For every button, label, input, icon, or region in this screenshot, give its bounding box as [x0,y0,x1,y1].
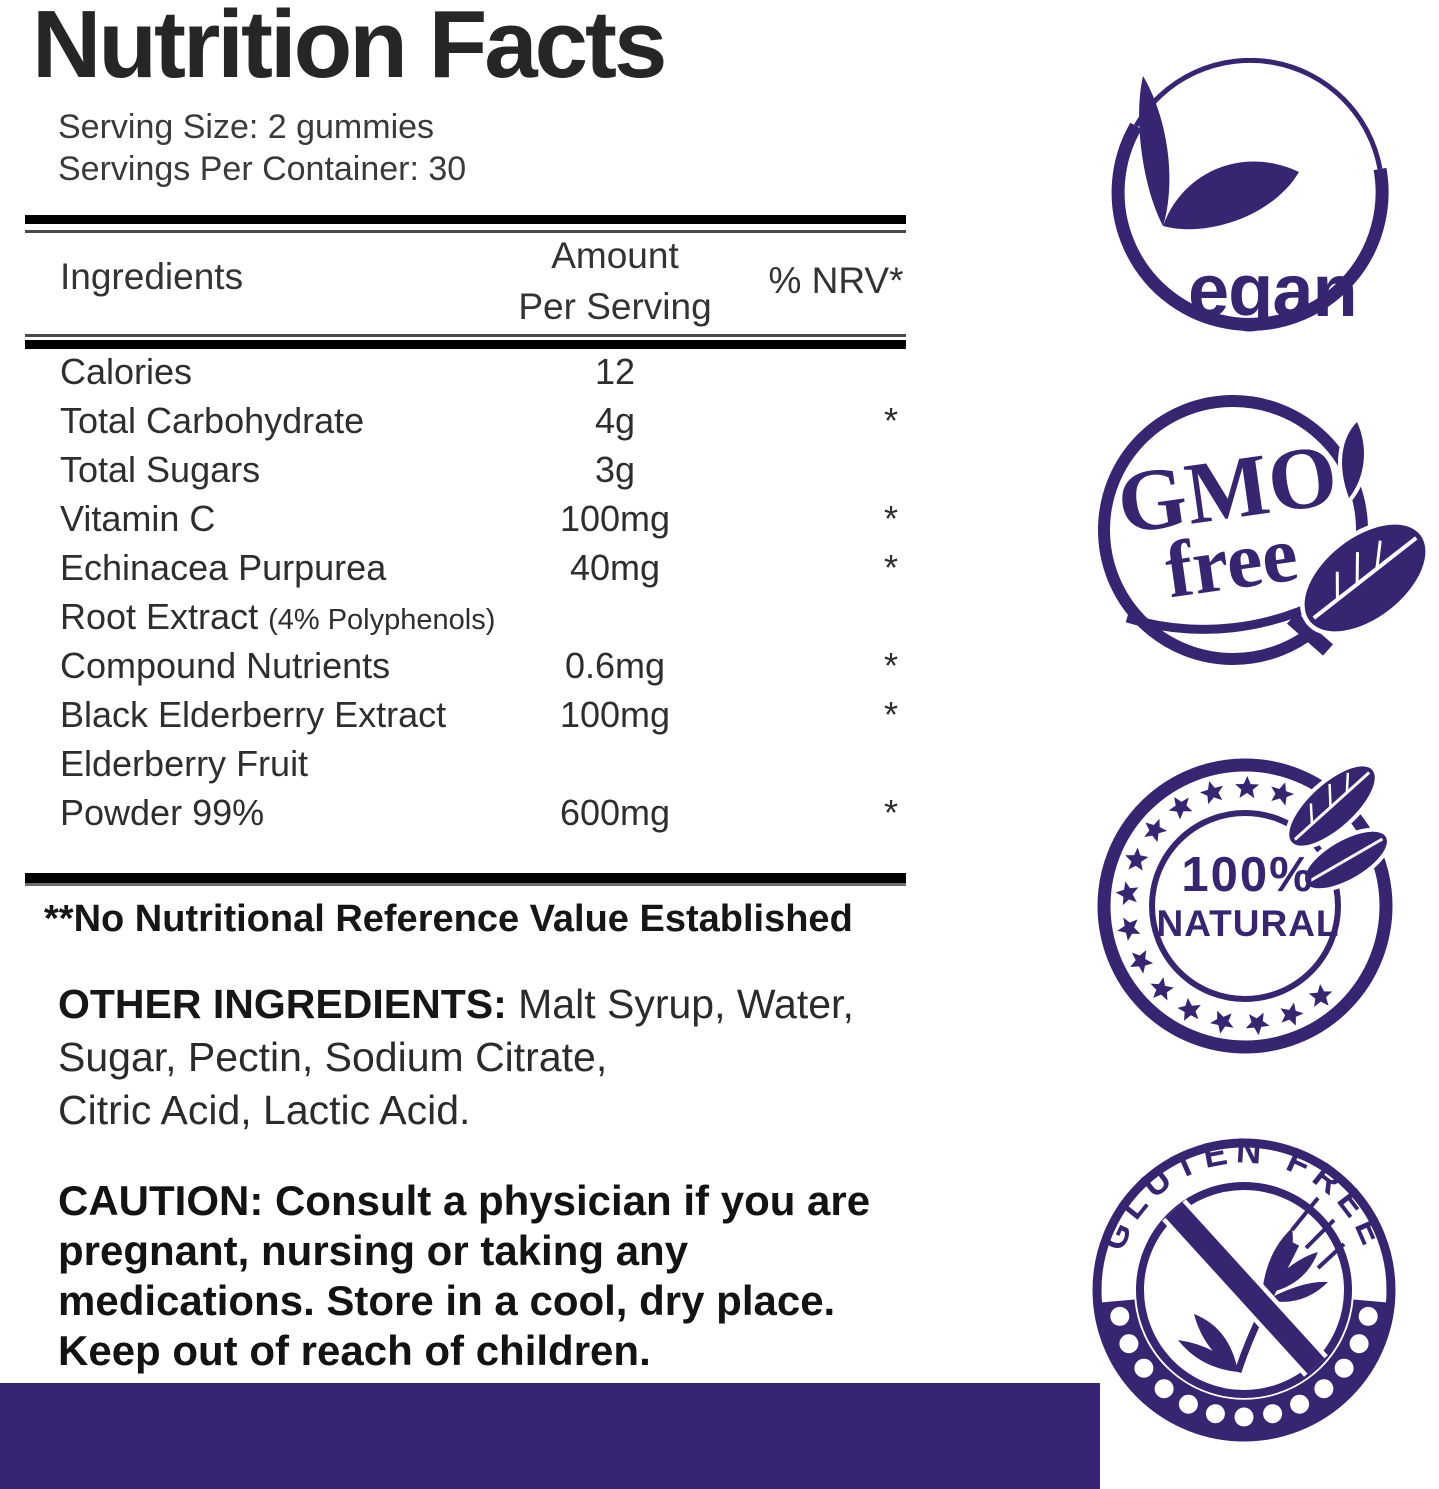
vegan-circle-thick [1111,122,1389,331]
divider-top-thick [25,215,906,224]
table-row: Echinacea Purpurea 40mg * [60,547,898,588]
table-row: Black Elderberry Extract 100mg * [60,694,898,735]
caution-text: CAUTION: Consult a physician if you are … [58,1177,871,1374]
table-row: Calories 12 [60,351,636,392]
gluten-free-label: GLUTEN FREE [1093,1131,1395,1256]
vegan-badge: egan [1111,58,1389,332]
col-header-nrv: % NRV* [768,260,904,301]
serving-size: Serving Size: 2 gummies [58,108,435,146]
other-ingredients-label: OTHER INGREDIENTS: [58,981,507,1027]
natural-label-line1: 100% [1181,848,1314,902]
no-slash-icon [1165,1202,1325,1374]
col-header-amount: Amount Per Serving [518,235,712,327]
table-row: Elderberry Fruit [60,743,309,784]
divider-header-thick [25,340,906,349]
divider-bottom [25,873,906,886]
purple-bottom-bar [0,1383,1100,1489]
leaf-icon [1139,76,1170,226]
table-header: Ingredients Amount Per Serving % NRV* [25,235,906,336]
divider-top-thin [25,230,906,233]
band-dots [1110,1306,1378,1427]
nrv-footnote: **No Nutritional Reference Value Establi… [44,898,853,940]
table-row: Total Sugars 3g [60,449,636,490]
serving-info: Serving Size: 2 gummies Servings Per Con… [58,106,466,190]
vegan-label: egan [1188,249,1357,332]
divider-header-thin [25,334,906,337]
natural-label-line2: NATURAL [1156,903,1339,944]
col-header-ingredients: Ingredients [60,256,244,297]
table-row: Total Carbohydrate 4g * [60,400,898,441]
other-ingredients: OTHER INGREDIENTS: Malt Syrup, Water, Su… [58,981,854,1133]
gluten-inner-circle [1136,1182,1352,1398]
ingredients-table: Calories 12 Total Carbohydrate 4g * Tota… [25,347,906,837]
leaf-icon [1338,415,1368,507]
gluten-outer-circle [1092,1138,1396,1442]
natural-outer-circle [1097,758,1393,1054]
gmo-label-line2: free [1160,510,1303,615]
servings-per-container: Servings Per Container: 30 [58,150,467,188]
table-row: Powder 99% 600mg * [60,792,898,833]
natural-badge: 100% NATURAL [1097,758,1393,1054]
page-title: Nutrition Facts [32,0,667,98]
table-row: Vitamin C 100mg * [60,498,898,539]
gmo-leaf-stem [1287,612,1333,656]
table-row: Root Extract (4% Polyphenols) [60,596,496,637]
vegan-circle [1133,58,1383,170]
table-row: Compound Nutrients 0.6mg * [60,645,898,686]
leaf-icon [1163,161,1299,230]
natural-inner-circle [1149,810,1341,1002]
gluten-free-badge: GLUTEN FREE [1092,1131,1396,1442]
gmo-free-badge: GMO free [1098,395,1430,665]
